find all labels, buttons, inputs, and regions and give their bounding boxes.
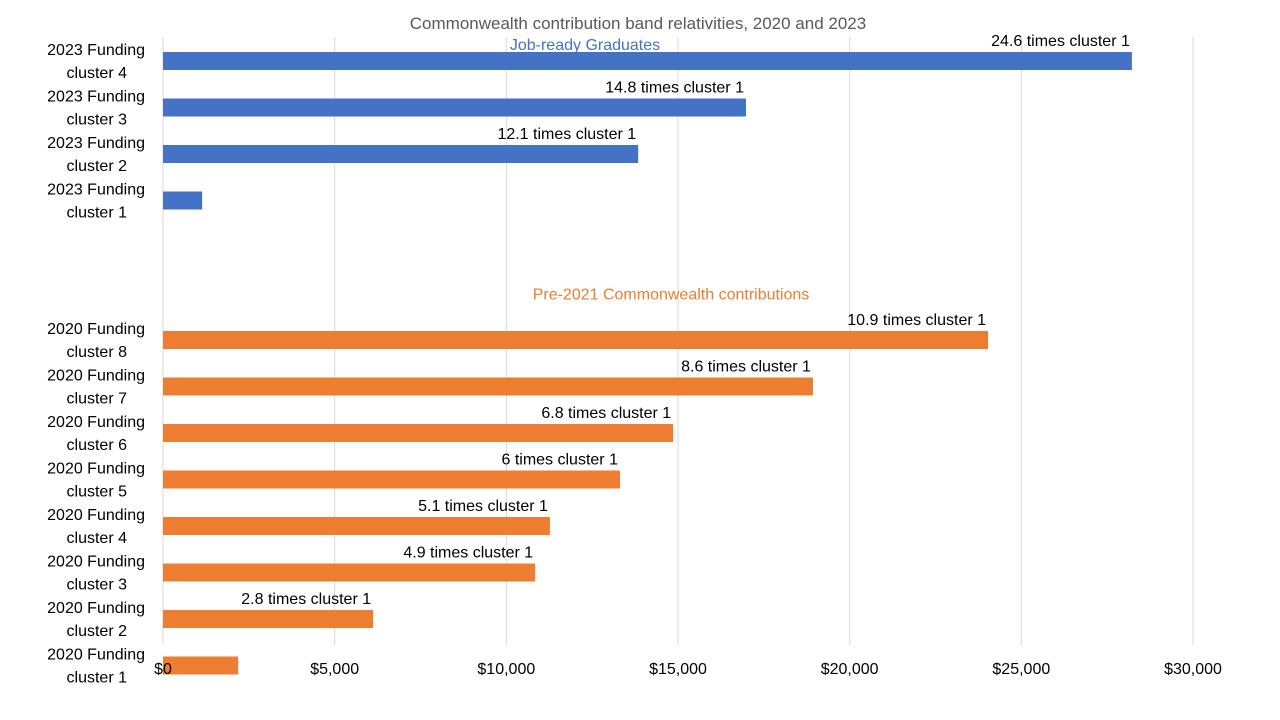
- data-label: 12.1 times cluster 1: [497, 126, 636, 143]
- y-tick-label: cluster 1: [67, 670, 128, 687]
- x-tick-label: $25,000: [992, 661, 1050, 678]
- data-label: 8.6 times cluster 1: [681, 359, 811, 376]
- bar: [163, 191, 203, 210]
- y-tick-label: cluster 2: [67, 623, 128, 640]
- data-label: 6.8 times cluster 1: [541, 405, 671, 422]
- x-tick-label: $20,000: [821, 661, 879, 678]
- bar: [163, 610, 374, 628]
- y-tick-label: cluster 7: [67, 391, 128, 408]
- chart-title: Commonwealth contribution band relativit…: [410, 14, 866, 33]
- y-tick-label: 2023 Funding: [47, 42, 145, 59]
- y-tick-label: 2020 Funding: [47, 461, 145, 478]
- y-tick-label: 2020 Funding: [47, 600, 145, 617]
- y-tick-label: cluster 4: [67, 530, 128, 547]
- bar: [163, 52, 1132, 70]
- y-tick-label: 2023 Funding: [47, 89, 145, 106]
- bar: [163, 331, 989, 349]
- bar: [163, 470, 620, 489]
- x-tick-label: $10,000: [477, 661, 535, 678]
- bar: [163, 563, 536, 582]
- y-tick-label: cluster 8: [67, 344, 128, 361]
- y-tick-label: 2020 Funding: [47, 507, 145, 524]
- y-tick-label: 2020 Funding: [47, 647, 145, 664]
- bar: [163, 656, 239, 675]
- y-tick-label: 2020 Funding: [47, 554, 145, 571]
- y-tick-label: cluster 4: [67, 65, 128, 82]
- data-label: 10.9 times cluster 1: [847, 312, 986, 329]
- data-label: 4.9 times cluster 1: [403, 545, 533, 562]
- y-tick-label: cluster 6: [67, 437, 128, 454]
- y-tick-label: 2020 Funding: [47, 368, 145, 385]
- bar: [163, 424, 674, 442]
- series-label: Job-ready Graduates: [510, 37, 660, 54]
- y-tick-label: 2020 Funding: [47, 321, 145, 338]
- bar: [163, 98, 746, 117]
- y-tick-label: 2020 Funding: [47, 414, 145, 431]
- x-tick-label: $15,000: [649, 661, 707, 678]
- series-label: Pre-2021 Commonwealth contributions: [533, 287, 810, 304]
- data-label: 5.1 times cluster 1: [418, 498, 548, 515]
- x-tick-label: $5,000: [310, 661, 359, 678]
- data-label: 24.6 times cluster 1: [991, 33, 1130, 50]
- bar: [163, 377, 813, 396]
- y-tick-label: cluster 3: [67, 112, 128, 129]
- y-tick-label: cluster 3: [67, 577, 128, 594]
- bars: [163, 52, 1132, 675]
- x-tick-label: $0: [154, 661, 172, 678]
- data-label: 2.8 times cluster 1: [241, 591, 371, 608]
- y-tick-label: cluster 1: [67, 205, 128, 222]
- bar: [163, 517, 550, 535]
- y-tick-label: 2023 Funding: [47, 182, 145, 199]
- y-tick-label: cluster 5: [67, 484, 128, 501]
- y-tick-label: cluster 2: [67, 158, 128, 175]
- x-tick-label: $30,000: [1164, 661, 1222, 678]
- labels: $0 $5,000 $10,000 $15,000 $20,000 $25,000 $30,…: [47, 33, 1222, 687]
- data-label: 14.8 times cluster 1: [605, 80, 744, 97]
- bar: [163, 145, 639, 163]
- data-label: 6 times cluster 1: [501, 452, 618, 469]
- y-tick-label: 2023 Funding: [47, 135, 145, 152]
